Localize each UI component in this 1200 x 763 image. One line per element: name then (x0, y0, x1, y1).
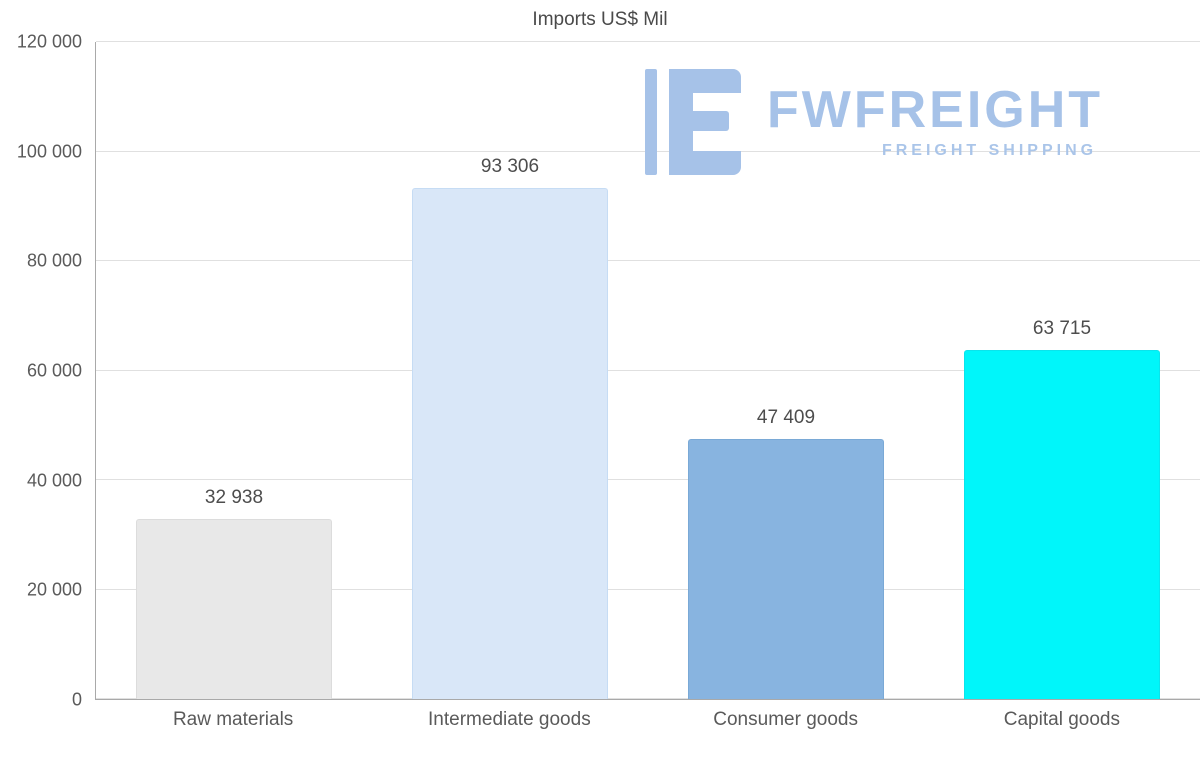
gridline (96, 260, 1200, 261)
bar-slot: 47 409 (648, 42, 924, 699)
gridline (96, 479, 1200, 480)
bar-value-label: 47 409 (756, 407, 816, 429)
gridline (96, 41, 1200, 42)
watermark-brand: FWFREIGHT (767, 81, 1104, 139)
x-category-label: Raw materials (172, 709, 294, 730)
gridline (96, 698, 1200, 699)
bar-slot: 32 938 (96, 42, 372, 699)
bar: 32 938 (136, 487, 332, 699)
gridline (96, 588, 1200, 590)
bar: 63 715 (964, 318, 1160, 699)
y-tick-label: 20 000 (26, 579, 82, 600)
bar: 47 409 (688, 407, 884, 699)
bar: 93 306 (412, 156, 608, 699)
fwfreight-logo-icon (645, 69, 741, 175)
watermark-tagline: FREIGHT SHIPPING (881, 142, 1098, 159)
x-axis: Raw materials Intermediate goods Consumer … (95, 709, 1200, 731)
gridline (96, 369, 1200, 371)
bars: 32 938 93 306 47 409 63 715 (96, 42, 1200, 699)
y-tick-label: 0 (71, 689, 82, 710)
watermark-text: FWFREIGHT FREIGHT SHIPPING (767, 84, 1103, 160)
bar-slot: 63 715 (924, 42, 1200, 699)
x-category-label: Consumer goods (713, 709, 858, 730)
y-tick-label: 80 000 (26, 250, 82, 271)
x-category-label: Capital goods (1003, 709, 1120, 730)
bar-value-label: 93 306 (480, 156, 540, 178)
bar-value-label: 63 715 (1032, 318, 1092, 340)
y-tick-label: 100 000 (16, 141, 82, 162)
y-tick-label: 40 000 (26, 470, 82, 491)
y-axis: 0 20 000 40 000 60 000 80 000 100 000 120 000 (0, 32, 95, 710)
chart-title: Imports US$ Mil (532, 9, 668, 30)
bar-slot: 93 306 (372, 42, 648, 699)
watermark-logo: FWFREIGHT FREIGHT SHIPPING (645, 64, 1103, 180)
y-tick-label: 60 000 (26, 360, 82, 381)
x-category-label: Intermediate goods (428, 709, 591, 730)
plot-area: 32 938 93 306 47 409 63 715 (95, 41, 1200, 700)
y-tick-label: 120 000 (16, 31, 82, 52)
bar-value-label: 32 938 (204, 486, 264, 508)
